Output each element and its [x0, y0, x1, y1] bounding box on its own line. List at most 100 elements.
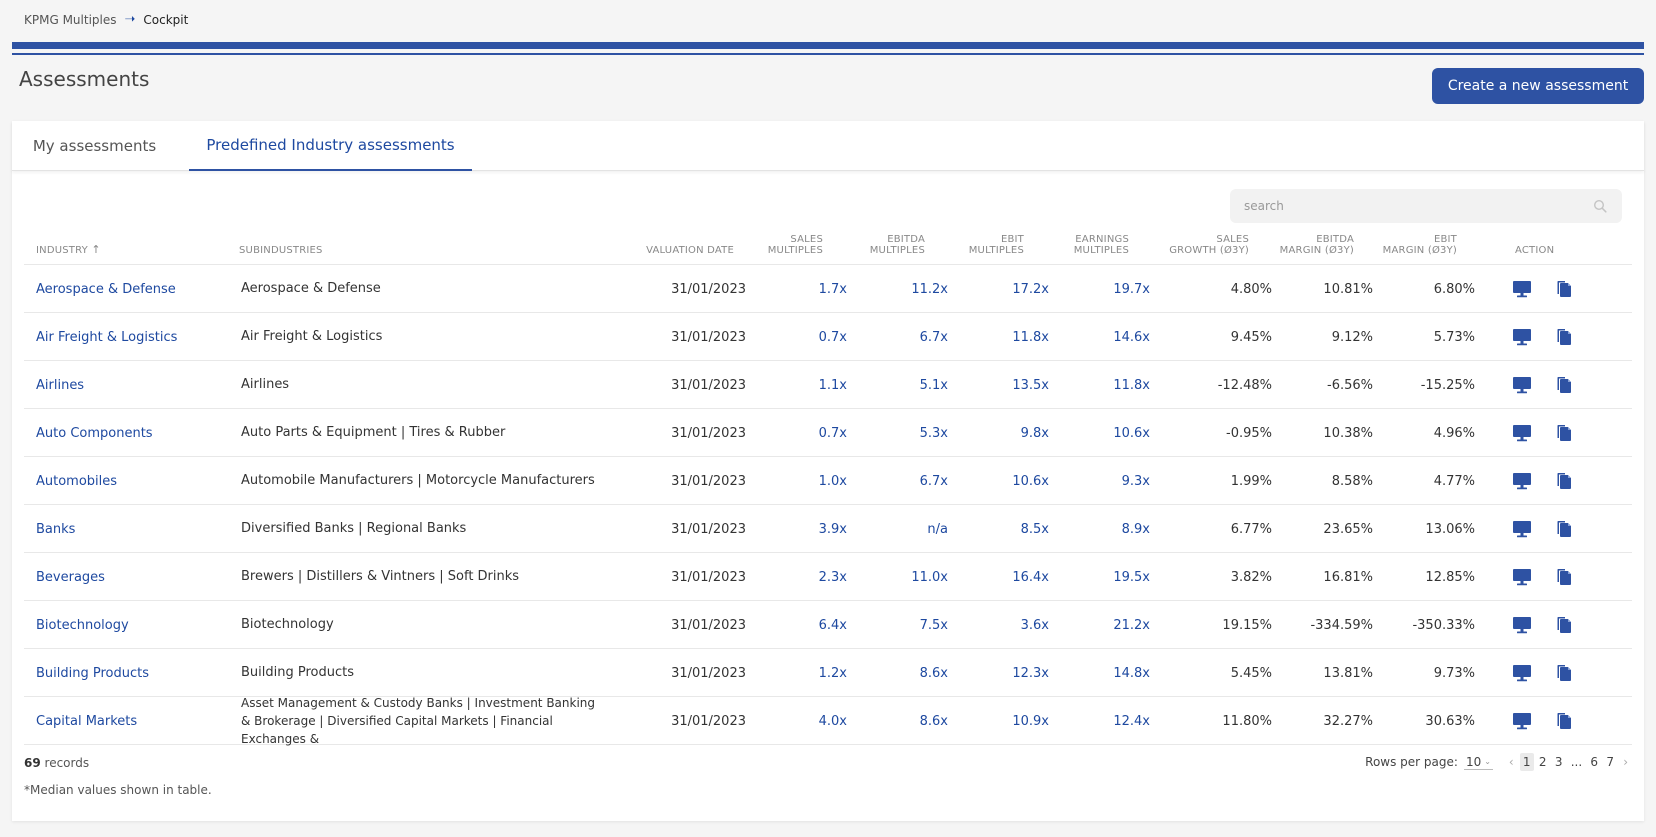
- copy-icon[interactable]: [1552, 277, 1576, 301]
- copy-icon[interactable]: [1552, 373, 1576, 397]
- ebitda-margin-cell: -6.56%: [1327, 377, 1373, 393]
- earnings-multiple-cell: 14.8x: [1113, 665, 1150, 681]
- column-header-ebitda-multiples-line1: EBITDA: [887, 234, 925, 245]
- valuation-date-cell: 31/01/2023: [671, 617, 746, 633]
- sales-multiple-cell: 2.3x: [818, 569, 847, 585]
- column-header-ebitda-multiples[interactable]: EBITDA MULTIPLES: [870, 234, 925, 256]
- subindustries-cell: Airlines: [241, 377, 290, 392]
- column-header-valuation-date[interactable]: VALUATION DATE: [646, 245, 734, 256]
- copy-icon[interactable]: [1552, 661, 1576, 685]
- subindustries-cell: Diversified Banks | Regional Banks: [241, 521, 467, 536]
- column-header-action: ACTION: [1515, 245, 1555, 256]
- valuation-date-cell: 31/01/2023: [671, 713, 746, 729]
- page-number[interactable]: 6: [1590, 755, 1598, 769]
- copy-icon[interactable]: [1552, 709, 1576, 733]
- prev-page-icon[interactable]: ‹: [1508, 755, 1514, 769]
- copy-icon[interactable]: [1552, 613, 1576, 637]
- column-header-ebitda-margin[interactable]: EBITDA MARGIN (Ø3Y): [1280, 234, 1354, 256]
- search-input[interactable]: [1244, 199, 1592, 213]
- monitor-icon[interactable]: [1510, 277, 1534, 301]
- copy-icon[interactable]: [1552, 565, 1576, 589]
- valuation-date-cell: 31/01/2023: [671, 521, 746, 537]
- industry-link[interactable]: Air Freight & Logistics: [36, 329, 178, 345]
- page-numbers: 1 2 3... 6 7: [1519, 753, 1617, 771]
- ebit-margin-cell: 6.80%: [1433, 281, 1475, 297]
- page-number[interactable]: 2: [1538, 755, 1547, 769]
- sales-multiple-cell: 1.1x: [818, 377, 847, 393]
- ebit-margin-cell: 4.77%: [1433, 473, 1475, 489]
- table-row: Capital Markets Asset Management & Custod…: [24, 696, 1632, 746]
- ebitda-multiple-cell: n/a: [927, 521, 948, 537]
- copy-icon[interactable]: [1552, 517, 1576, 541]
- industry-link[interactable]: Biotechnology: [36, 617, 129, 633]
- monitor-icon[interactable]: [1510, 325, 1534, 349]
- tab-predefined-industry-assessments[interactable]: Predefined Industry assessments: [189, 121, 472, 171]
- industry-link[interactable]: Airlines: [36, 377, 85, 393]
- table-row: Banks Diversified Banks | Regional Banks 3…: [24, 505, 1632, 553]
- copy-icon[interactable]: [1552, 469, 1576, 493]
- industry-link[interactable]: Banks: [36, 521, 76, 537]
- monitor-icon[interactable]: [1510, 709, 1534, 733]
- page-number[interactable]: 1: [1519, 753, 1534, 771]
- ebitda-margin-cell: 32.27%: [1323, 713, 1373, 729]
- rows-per-page-select[interactable]: 10 ⌄: [1463, 755, 1493, 770]
- ebit-multiple-cell: 13.5x: [1012, 377, 1049, 393]
- sales-multiple-cell: 1.7x: [818, 281, 847, 297]
- industry-link[interactable]: Aerospace & Defense: [36, 281, 176, 297]
- ebit-multiple-cell: 3.6x: [1020, 617, 1049, 633]
- column-header-subindustries[interactable]: SUBINDUSTRIES: [239, 245, 323, 256]
- ebit-margin-cell: 12.85%: [1425, 569, 1475, 585]
- subindustries-cell: Building Products: [241, 665, 355, 680]
- column-header-earnings-multiples[interactable]: EARNINGS MULTIPLES: [1074, 234, 1129, 256]
- column-header-ebit-multiples[interactable]: EBIT MULTIPLES: [969, 234, 1024, 256]
- industry-link[interactable]: Building Products: [36, 665, 150, 681]
- monitor-icon[interactable]: [1510, 613, 1534, 637]
- page-number[interactable]: 3: [1554, 755, 1563, 769]
- table-row: Auto Components Auto Parts & Equipment | …: [24, 409, 1632, 457]
- ebitda-margin-cell: 9.12%: [1331, 329, 1373, 345]
- industry-link[interactable]: Auto Components: [36, 425, 153, 441]
- sales-growth-cell: 9.45%: [1230, 329, 1272, 345]
- column-header-sales-multiples[interactable]: SALES MULTIPLES: [768, 234, 823, 256]
- industry-link[interactable]: Automobiles: [36, 473, 118, 489]
- ebitda-multiple-cell: 7.5x: [919, 617, 948, 633]
- sales-multiple-cell: 6.4x: [818, 617, 847, 633]
- ebit-margin-cell: 5.73%: [1433, 329, 1475, 345]
- monitor-icon[interactable]: [1510, 661, 1534, 685]
- copy-icon[interactable]: [1552, 421, 1576, 445]
- records-count: 69 records: [24, 756, 89, 770]
- next-page-icon[interactable]: ›: [1623, 755, 1628, 769]
- median-footnote: *Median values shown in table.: [24, 783, 212, 797]
- monitor-icon[interactable]: [1510, 565, 1534, 589]
- ebit-margin-cell: 13.06%: [1425, 521, 1475, 537]
- subindustries-cell: Brewers | Distillers & Vintners | Soft D…: [241, 569, 520, 584]
- table-row: Aerospace & Defense Aerospace & Defense 31…: [24, 265, 1632, 313]
- valuation-date-cell: 31/01/2023: [671, 425, 746, 441]
- ebitda-multiple-cell: 8.6x: [919, 713, 948, 729]
- breadcrumb-root[interactable]: KPMG Multiples: [24, 12, 117, 27]
- earnings-multiple-cell: 8.9x: [1121, 521, 1150, 537]
- table-row: Airlines Airlines 31/01/2023 1.1x 5.1x 13.5x 1…: [24, 361, 1632, 409]
- monitor-icon[interactable]: [1510, 517, 1534, 541]
- breadcrumb: KPMG Multiples ➝ Cockpit: [24, 12, 188, 27]
- ebitda-margin-cell: 10.81%: [1323, 281, 1373, 297]
- search-icon[interactable]: [1592, 198, 1608, 214]
- earnings-multiple-cell: 12.4x: [1113, 713, 1150, 729]
- copy-icon[interactable]: [1552, 325, 1576, 349]
- column-header-sales-growth[interactable]: SALES GROWTH (Ø3Y): [1169, 234, 1249, 256]
- column-header-ebit-margin[interactable]: EBIT MARGIN (Ø3Y): [1383, 234, 1457, 256]
- ebit-multiple-cell: 10.9x: [1012, 713, 1049, 729]
- monitor-icon[interactable]: [1510, 373, 1534, 397]
- industry-link[interactable]: Beverages: [36, 569, 105, 585]
- valuation-date-cell: 31/01/2023: [671, 377, 746, 393]
- monitor-icon[interactable]: [1510, 469, 1534, 493]
- industry-table: INDUSTRY ↑ SUBINDUSTRIES VALUATION DATE …: [24, 227, 1632, 746]
- earnings-multiple-cell: 10.6x: [1113, 425, 1150, 441]
- tab-my-assessments[interactable]: My assessments: [32, 137, 157, 155]
- page-number[interactable]: 7: [1606, 755, 1614, 769]
- column-header-industry[interactable]: INDUSTRY ↑: [36, 244, 101, 256]
- column-header-ebitda-margin-line1: EBITDA: [1316, 234, 1354, 245]
- monitor-icon[interactable]: [1510, 421, 1534, 445]
- create-assessment-button[interactable]: Create a new assessment: [1432, 68, 1644, 104]
- industry-link[interactable]: Capital Markets: [36, 713, 138, 729]
